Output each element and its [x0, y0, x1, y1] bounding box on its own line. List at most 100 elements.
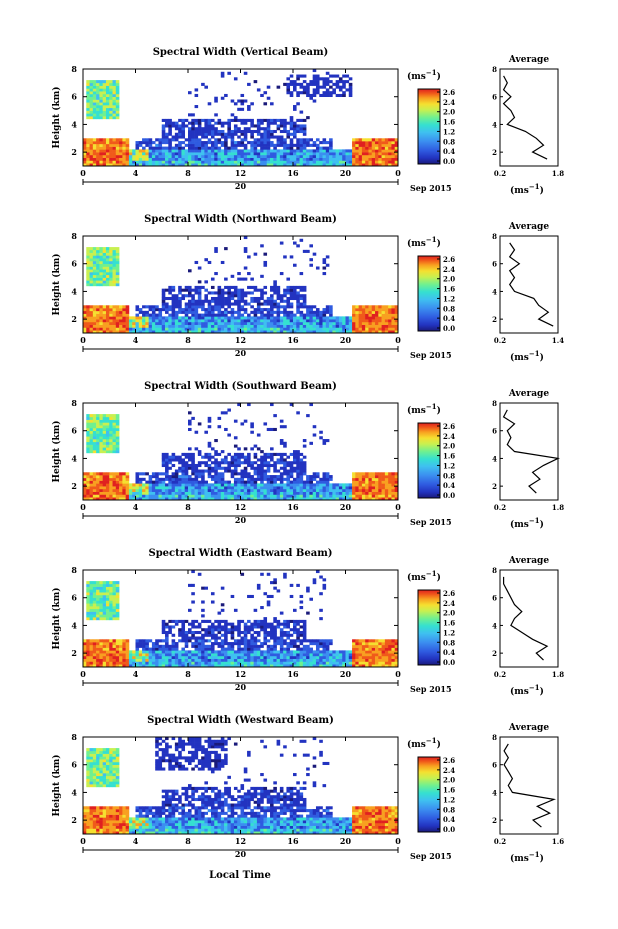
heatmap-cell [204, 494, 208, 498]
heatmap-cell [224, 277, 228, 281]
heatmap-cell [92, 249, 97, 253]
heatmap-cell [391, 160, 396, 164]
heatmap-cell [92, 116, 97, 120]
average-title: Average [508, 222, 549, 232]
colorbar-tick-label: 0.4 [443, 147, 455, 156]
day-label: 20 [235, 515, 247, 525]
heatmap-cell [109, 263, 113, 267]
heatmap-cell [86, 93, 90, 98]
heatmap-cell [348, 324, 353, 328]
heatmap-cell [188, 291, 192, 295]
heatmap-cell [168, 291, 172, 295]
heatmap-cell [371, 497, 376, 501]
heatmap-cell [233, 480, 238, 484]
heatmap-cell [289, 302, 294, 306]
heatmap-cell [365, 149, 369, 153]
heatmap-cell [109, 592, 113, 596]
heatmap-cell [388, 308, 392, 312]
heatmap-cell [83, 319, 87, 323]
heatmap-cell [322, 146, 327, 150]
heatmap-cell [263, 160, 268, 164]
heatmap-cell [279, 305, 284, 309]
heatmap-cell [332, 483, 336, 487]
heatmap-cell [138, 472, 143, 476]
heatmap-cell [165, 630, 169, 635]
heatmap-cell [89, 141, 94, 145]
heatmap-cell [125, 330, 130, 334]
heatmap-cell [230, 463, 235, 468]
heatmap-cell [92, 644, 97, 648]
heatmap-cell [240, 664, 245, 668]
heatmap-cell [361, 316, 366, 320]
heatmap-cell [256, 494, 261, 498]
heatmap-cell [86, 419, 90, 423]
heatmap-cell [315, 319, 320, 323]
heatmap-cell [210, 477, 215, 481]
heatmap-cell [99, 416, 103, 420]
heatmap-cell [361, 330, 366, 334]
heatmap-cell [325, 157, 330, 161]
panel-title: Spectral Width (Eastward Beam) [148, 548, 332, 559]
heatmap-cell [283, 469, 287, 473]
heatmap-cell [86, 477, 90, 481]
heatmap-cell [165, 463, 169, 468]
heatmap-cell [188, 639, 192, 643]
heatmap-cell [237, 135, 241, 139]
heatmap-cell [279, 135, 284, 139]
heatmap-cell [96, 480, 100, 484]
heatmap-cell [204, 127, 208, 131]
heatmap-cell [381, 138, 386, 142]
heatmap-cell [325, 82, 330, 86]
heatmap-cell [105, 472, 110, 476]
heatmap-cell [371, 152, 376, 156]
heatmap-cell [201, 330, 205, 334]
heatmap-cell [151, 642, 156, 646]
heatmap-cell [210, 321, 215, 325]
heatmap-cell [279, 324, 284, 328]
heatmap-cell [168, 475, 172, 479]
heatmap-cell [161, 288, 166, 292]
heatmap-cell [92, 611, 97, 615]
heatmap-cell [158, 494, 163, 498]
heatmap-cell [299, 316, 304, 320]
heatmap-cell [243, 299, 248, 303]
heatmap-cell [348, 319, 353, 323]
heatmap-cell [325, 491, 330, 495]
heatmap-cell [375, 316, 379, 320]
heatmap-cell [224, 469, 228, 473]
heatmap-cell [119, 639, 123, 643]
heatmap-cell [194, 664, 199, 668]
heatmap-cell [122, 472, 126, 476]
heatmap-cell [214, 313, 218, 317]
heatmap-cell [224, 466, 228, 470]
heatmap-cell [233, 316, 238, 320]
heatmap-cell [388, 149, 392, 153]
heatmap-cell [89, 611, 94, 615]
heatmap-cell [289, 149, 294, 153]
heatmap-cell [99, 258, 103, 262]
heatmap-cell [260, 483, 264, 487]
heatmap-cell [332, 160, 336, 164]
heatmap-cell [145, 327, 149, 331]
heatmap-cell [263, 463, 268, 468]
heatmap-cell [102, 494, 107, 498]
heatmap-cell [99, 308, 103, 312]
heatmap-cell [335, 327, 340, 331]
heatmap-cell [89, 586, 94, 590]
heatmap-cell [138, 141, 143, 145]
heatmap-cell [92, 258, 97, 262]
heatmap-cell [368, 154, 373, 158]
heatmap-cell [102, 422, 107, 426]
heatmap-cell [302, 249, 307, 253]
heatmap-cell [237, 633, 241, 637]
heatmap-cell [112, 472, 117, 476]
heatmap-cell [112, 252, 117, 256]
heatmap-cell [188, 138, 192, 142]
heatmap-cell [299, 91, 304, 95]
heatmap-cell [217, 644, 222, 648]
heatmap-cell [368, 324, 373, 328]
heatmap-cell [332, 152, 336, 156]
heatmap-cell [214, 330, 218, 334]
heatmap-cell [361, 152, 366, 156]
